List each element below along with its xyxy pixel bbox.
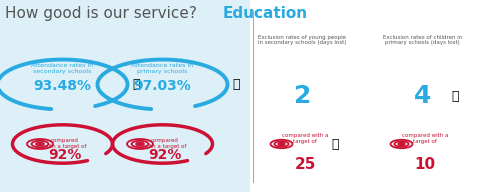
Text: 97.03%: 97.03% [134,79,192,93]
Text: 92%: 92% [148,148,182,162]
Text: 4: 4 [414,84,431,108]
Text: 25: 25 [294,157,316,172]
FancyBboxPatch shape [0,0,250,192]
Text: Exclusion rates of children in
primary schools (days lost): Exclusion rates of children in primary s… [383,35,462,45]
Text: compared
with a target of: compared with a target of [44,138,86,149]
Text: compared
with a target of: compared with a target of [144,138,186,149]
Circle shape [138,143,141,145]
Text: 👍: 👍 [451,89,458,103]
Text: 👍: 👍 [331,137,338,151]
Circle shape [38,143,42,145]
Text: 93.48%: 93.48% [34,79,92,93]
Text: How good is our service?: How good is our service? [5,6,202,21]
Text: Exclusion rates of young people
in secondary schools (days lost): Exclusion rates of young people in secon… [258,35,346,45]
Text: Attendance rates in
primary schools: Attendance rates in primary schools [132,63,194,74]
Text: compared with a
target of: compared with a target of [402,133,448,144]
Text: compared with a
target of: compared with a target of [282,133,328,144]
Text: 2: 2 [294,84,311,108]
Text: Attendance rates in
secondary schools: Attendance rates in secondary schools [32,63,94,74]
Text: 10: 10 [414,157,436,172]
Text: 92%: 92% [48,148,82,162]
Text: 👍: 👍 [132,78,140,91]
Text: 👍: 👍 [232,78,240,91]
Text: Education: Education [222,6,308,21]
